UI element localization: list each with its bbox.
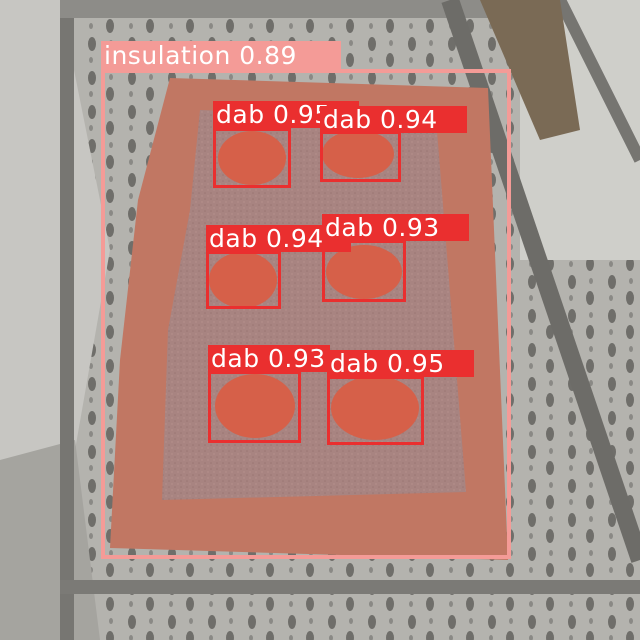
adhesive-dab bbox=[218, 131, 286, 185]
scaffold-rail-left bbox=[60, 0, 74, 640]
scaffold-rail-bottom bbox=[60, 580, 640, 594]
wooden-pallet bbox=[480, 0, 580, 140]
adhesive-dab bbox=[215, 374, 295, 438]
wall-panel bbox=[0, 0, 110, 470]
insulation-board-center bbox=[162, 110, 466, 500]
adhesive-dab bbox=[209, 252, 277, 308]
adhesive-dab bbox=[326, 245, 402, 299]
scaffold-rail-top bbox=[60, 0, 530, 18]
adhesive-dab bbox=[322, 130, 394, 178]
scaffold-pole-far bbox=[554, 0, 640, 163]
adhesive-dab bbox=[331, 376, 419, 440]
